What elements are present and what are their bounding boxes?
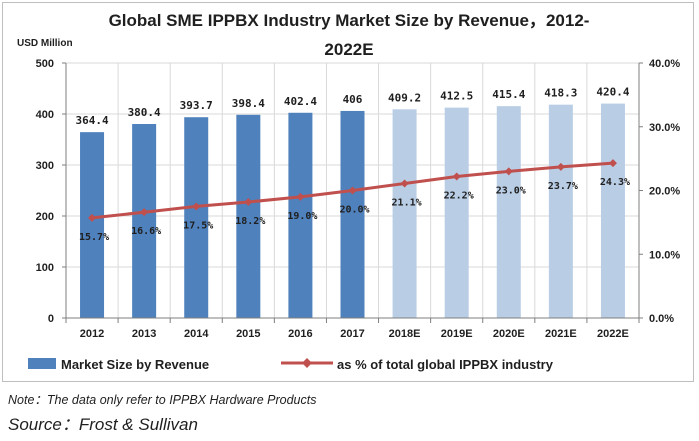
bar-value-label: 402.4 <box>284 95 317 108</box>
line-value-label: 16.6% <box>131 226 161 237</box>
line-point <box>504 167 513 176</box>
legend-label-bar: Market Size by Revenue <box>61 357 209 372</box>
y-tick-label: 100 <box>36 262 54 274</box>
bar-value-label: 364.4 <box>75 114 108 127</box>
line-point <box>192 202 201 211</box>
x-tick-label: 2019E <box>441 328 473 340</box>
x-tick-label: 2021E <box>545 328 577 340</box>
source-note: Source：Frost & Sullivan <box>8 415 198 434</box>
line-point <box>400 179 409 188</box>
line-value-label: 15.7% <box>79 232 109 243</box>
y2-tick-label: 30.0% <box>649 122 680 134</box>
bar <box>340 110 365 318</box>
line-value-label: 20.0% <box>339 205 369 216</box>
line-point <box>452 172 461 181</box>
y-tick-label: 400 <box>36 109 54 121</box>
line-value-label: 22.2% <box>444 190 474 201</box>
line-point <box>556 162 565 171</box>
bar <box>288 112 313 318</box>
bar-value-label: 409.2 <box>388 91 421 104</box>
line-point <box>296 192 305 201</box>
bar-value-label: 398.4 <box>232 97 265 110</box>
x-tick-label: 2012 <box>80 328 104 340</box>
legend-swatch-bar <box>28 358 56 369</box>
x-tick-label: 2016 <box>288 328 312 340</box>
chart: Global SME IPPBX Industry Market Size by… <box>17 11 680 372</box>
line-point <box>244 197 253 206</box>
y2-tick-label: 0.0% <box>649 313 674 325</box>
y-tick-label: 200 <box>36 211 54 223</box>
bar-value-label: 415.4 <box>492 88 525 101</box>
x-tick-label: 2018E <box>389 328 421 340</box>
x-tick-label: 2022E <box>597 328 629 340</box>
x-tick-label: 2017 <box>340 328 364 340</box>
bar <box>132 123 157 318</box>
bar <box>444 107 469 318</box>
y-tick-label: 300 <box>36 160 54 172</box>
footnote: Note：The data only refer to IPPBX Hardwa… <box>8 393 317 407</box>
bar <box>392 109 417 318</box>
line-point <box>608 159 617 168</box>
bar-value-label: 412.5 <box>440 90 473 103</box>
legend-swatch-marker <box>302 358 312 368</box>
line-value-label: 23.0% <box>496 185 526 196</box>
bar-value-label: 418.3 <box>544 87 577 100</box>
line-value-label: 23.7% <box>548 181 578 192</box>
bar-value-label: 380.4 <box>128 106 161 119</box>
chart-title-line-1: Global SME IPPBX Industry Market Size by… <box>109 11 590 30</box>
bar-value-label: 420.4 <box>596 86 629 99</box>
y-tick-label: 0 <box>48 313 54 325</box>
line-value-label: 24.3% <box>600 177 630 188</box>
y2-tick-label: 20.0% <box>649 186 680 198</box>
x-tick-label: 2013 <box>132 328 156 340</box>
chart-frame: Global SME IPPBX Industry Market Size by… <box>2 2 694 382</box>
x-tick-label: 2015 <box>236 328 260 340</box>
line-point <box>88 213 97 222</box>
bar-value-label: 393.7 <box>180 99 213 112</box>
line-value-label: 21.1% <box>392 197 422 208</box>
y2-tick-label: 40.0% <box>649 58 680 70</box>
bar <box>496 106 521 319</box>
bar-value-label: 406 <box>343 93 363 106</box>
x-tick-label: 2020E <box>493 328 525 340</box>
bar <box>548 104 573 319</box>
line-point <box>140 208 149 217</box>
line-point <box>348 186 357 195</box>
y-tick-label: 500 <box>36 58 54 70</box>
legend-label-line: as % of total global IPPBX industry <box>337 357 554 372</box>
bar <box>600 103 625 318</box>
line-value-label: 19.0% <box>287 211 317 222</box>
y-axis-label: USD Million <box>17 38 73 49</box>
x-tick-label: 2014 <box>184 328 209 340</box>
bar <box>80 132 105 318</box>
bar <box>184 117 209 318</box>
line-value-label: 18.2% <box>235 216 265 227</box>
line-value-label: 17.5% <box>183 220 213 231</box>
y2-tick-label: 10.0% <box>649 249 680 261</box>
chart-title-line-2: 2022E <box>324 40 373 59</box>
bar <box>236 114 261 318</box>
